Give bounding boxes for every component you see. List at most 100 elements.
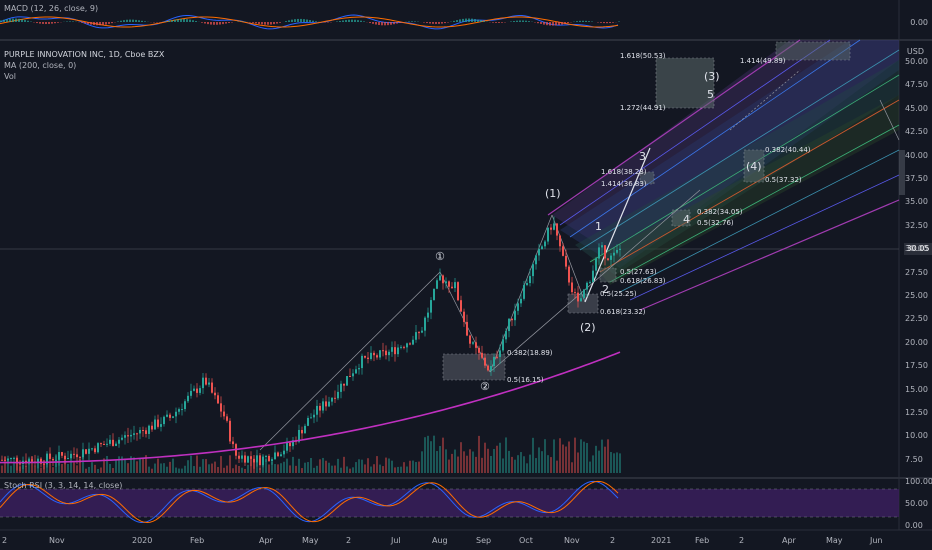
macd-hist-bar — [546, 22, 548, 26]
price-tick: 20.00 — [905, 337, 928, 347]
fib-label: 0.5(27.63) — [620, 268, 657, 276]
ma-legend[interactable]: MA (200, close, 0) — [4, 61, 77, 70]
macd-hist-bar — [267, 22, 269, 25]
candle — [436, 280, 438, 289]
candle — [469, 335, 471, 344]
time-tick: Feb — [695, 536, 710, 545]
volume-bar — [79, 459, 81, 473]
symbol-title[interactable]: PURPLE INNOVATION INC, 1D, Cboe BZX — [4, 50, 165, 59]
volume-bar — [574, 437, 576, 473]
volume-bar — [547, 455, 549, 473]
candle — [529, 276, 531, 284]
volume-bar — [313, 467, 315, 473]
stoch-legend[interactable]: Stoch RSI (3, 3, 14, 14, close) — [4, 481, 123, 490]
candle — [586, 282, 588, 290]
macd-zero-tick: 0.00 — [910, 18, 928, 27]
fib-boxes[interactable] — [442, 41, 905, 381]
volume-bar — [337, 458, 339, 473]
candle — [541, 246, 543, 250]
volume-bar — [403, 462, 405, 473]
volume-bar — [595, 445, 597, 473]
candle — [190, 390, 192, 396]
volume-bar — [199, 466, 201, 473]
price-tick: 32.50 — [905, 220, 928, 230]
volume-bar — [34, 465, 36, 473]
fib-label: 0.5(16.15) — [507, 376, 544, 384]
time-tick: 2020 — [132, 536, 153, 545]
volume-bar — [82, 457, 84, 473]
volume-bar — [43, 459, 45, 473]
macd-hist-bar — [186, 19, 188, 22]
macd-hist-bar — [612, 22, 614, 23]
volume-bar — [469, 449, 471, 473]
candle — [526, 283, 528, 286]
volume-bar — [298, 458, 300, 473]
volume-bar — [361, 459, 363, 473]
candle — [412, 339, 414, 345]
candle — [172, 416, 174, 418]
currency-label[interactable]: USD — [906, 47, 924, 56]
candle — [175, 411, 177, 417]
volume-bar — [589, 461, 591, 473]
price-tick: 40.00 — [905, 150, 928, 160]
pitchfork-channel[interactable] — [547, 39, 900, 311]
vol-legend[interactable]: Vol — [4, 72, 16, 81]
candle — [265, 455, 267, 457]
candle — [46, 453, 48, 465]
candles-layer[interactable] — [1, 216, 621, 472]
volume-bar — [64, 458, 66, 473]
candle — [256, 455, 258, 463]
volume-bar — [31, 456, 33, 473]
volume-bar — [544, 439, 546, 473]
macd-hist-bar — [492, 22, 494, 23]
macd-hist-bar — [123, 20, 125, 22]
macd-hist-bar — [357, 20, 359, 22]
volume-bar — [607, 439, 609, 473]
volume-bar — [466, 455, 468, 473]
candle — [31, 459, 33, 462]
macd-hist-bar — [57, 22, 59, 23]
volume-bar — [541, 451, 543, 473]
volume-bar — [211, 463, 213, 473]
volume-bar — [397, 466, 399, 473]
volume-bar — [319, 459, 321, 473]
macd-hist-bar — [219, 22, 221, 25]
volume-bar — [391, 460, 393, 473]
candle — [418, 332, 420, 334]
volume-bar — [616, 452, 618, 473]
macd-hist-bar — [39, 22, 41, 24]
candle — [103, 444, 105, 446]
macd-hist-bar — [297, 18, 299, 22]
volume-bar — [175, 467, 177, 473]
volume-bar — [28, 458, 30, 473]
macd-hist-bar — [69, 21, 71, 22]
macd-hist-bar — [15, 18, 17, 22]
candle — [352, 373, 354, 377]
wave-label: ② — [480, 380, 490, 393]
candle — [61, 452, 63, 456]
candle — [517, 303, 519, 311]
candle — [493, 356, 495, 367]
macd-hist-bar — [552, 22, 554, 26]
macd-hist-bar — [519, 20, 521, 22]
candle — [100, 443, 102, 445]
candle — [154, 419, 156, 430]
macd-hist-bar — [105, 22, 107, 25]
macd-hist-bar — [372, 22, 374, 24]
candle — [322, 401, 324, 411]
volume-bar — [559, 438, 561, 473]
macd-legend[interactable]: MACD (12, 26, close, 9) — [4, 4, 99, 13]
macd-hist-bar — [525, 20, 527, 22]
volume-bar — [58, 460, 60, 473]
volume-bar — [157, 458, 159, 473]
macd-hist-bar — [285, 21, 287, 22]
volume-bar — [385, 457, 387, 473]
candle — [142, 430, 144, 432]
candle — [580, 298, 582, 302]
macd-hist-bar — [117, 21, 119, 22]
volume-bar — [568, 441, 570, 473]
volume-bar — [493, 448, 495, 473]
volume-bar — [241, 467, 243, 473]
candle — [610, 255, 612, 260]
